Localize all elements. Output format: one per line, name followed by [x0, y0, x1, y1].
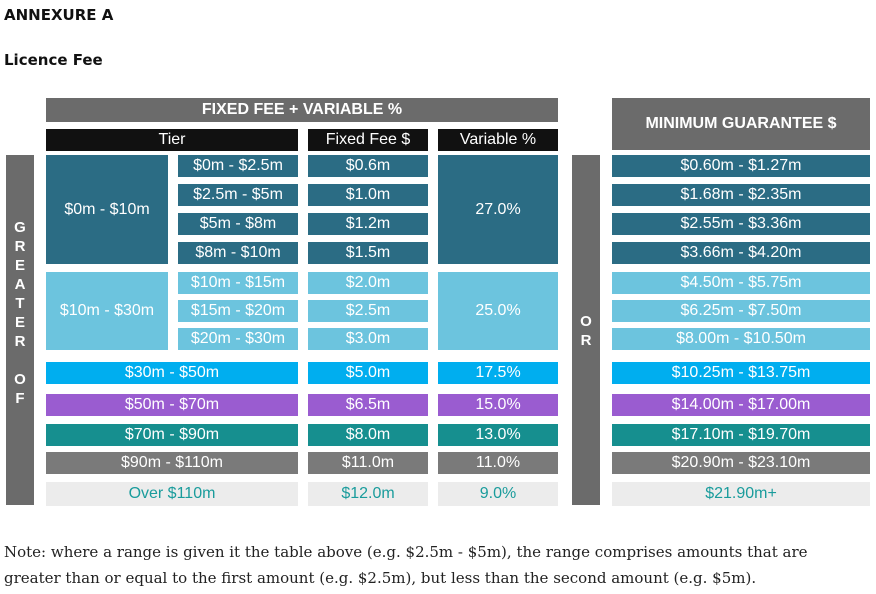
fixed-fee-cell: $8.0m: [308, 424, 428, 446]
guarantee-cell: $10.25m - $13.75m: [612, 362, 870, 384]
fixed-fee-cell: $1.2m: [308, 213, 428, 235]
minimum-guarantee-header: MINIMUM GUARANTEE $: [612, 98, 870, 150]
vertical-letter: T: [15, 295, 25, 312]
guarantee-cell: $3.66m - $4.20m: [612, 242, 870, 264]
guarantee-cell: $20.90m - $23.10m: [612, 452, 870, 474]
page-heading: ANNEXURE A: [4, 6, 114, 24]
column-header-fixed-fee: Fixed Fee $: [308, 129, 428, 151]
note-line-1: Note: where a range is given it the tabl…: [4, 543, 808, 561]
variable-group1: 27.0%: [438, 155, 558, 264]
guarantee-cell: $2.55m - $3.36m: [612, 213, 870, 235]
fixed-fee-cell: $3.0m: [308, 328, 428, 350]
fixed-fee-cell: $1.0m: [308, 184, 428, 206]
column-header-variable: Variable %: [438, 129, 558, 151]
page-subheading: Licence Fee: [4, 51, 103, 69]
vertical-letter: O: [14, 371, 26, 388]
guarantee-cell: $21.90m+: [612, 482, 870, 506]
vertical-letter: [6, 351, 34, 370]
vertical-letter: E: [14, 314, 25, 331]
tier-cell: $70m - $90m: [46, 424, 298, 446]
vertical-letter: R: [14, 238, 26, 255]
tier-range-0-10: $0m - $10m: [46, 155, 168, 264]
variable-cell: 17.5%: [438, 362, 558, 384]
fixed-fee-cell: $0.6m: [308, 155, 428, 177]
vertical-letter: G: [14, 219, 26, 236]
fixed-fee-cell: $2.0m: [308, 272, 428, 294]
sub-tier: $8m - $10m: [178, 242, 298, 264]
variable-cell: 9.0%: [438, 482, 558, 506]
vertical-letter: O: [580, 313, 592, 330]
tier-cell: $50m - $70m: [46, 394, 298, 416]
sub-tier: $5m - $8m: [178, 213, 298, 235]
sub-tier: $2.5m - $5m: [178, 184, 298, 206]
vertical-letter: R: [580, 332, 592, 349]
sub-tier: $20m - $30m: [178, 328, 298, 350]
tier-cell: $30m - $50m: [46, 362, 298, 384]
fixed-fee-cell: $11.0m: [308, 452, 428, 474]
vertical-letter: F: [15, 390, 25, 407]
guarantee-cell: $8.00m - $10.50m: [612, 328, 870, 350]
guarantee-cell: $0.60m - $1.27m: [612, 155, 870, 177]
sub-tier: $15m - $20m: [178, 300, 298, 322]
or-bar: [572, 155, 600, 505]
fixed-fee-cell: $1.5m: [308, 242, 428, 264]
column-header-tier: Tier: [46, 129, 298, 151]
variable-cell: 15.0%: [438, 394, 558, 416]
fixed-variable-header: FIXED FEE + VARIABLE %: [46, 98, 558, 122]
variable-group2: 25.0%: [438, 272, 558, 350]
fixed-fee-cell: $5.0m: [308, 362, 428, 384]
greater-of-bar: [6, 155, 34, 505]
guarantee-cell: $6.25m - $7.50m: [612, 300, 870, 322]
guarantee-cell: $1.68m - $2.35m: [612, 184, 870, 206]
sub-tier: $10m - $15m: [178, 272, 298, 294]
fixed-fee-cell: $6.5m: [308, 394, 428, 416]
tier-range-10-30: $10m - $30m: [46, 272, 168, 350]
sub-tier: $0m - $2.5m: [178, 155, 298, 177]
fixed-fee-cell: $2.5m: [308, 300, 428, 322]
guarantee-cell: $4.50m - $5.75m: [612, 272, 870, 294]
guarantee-cell: $17.10m - $19.70m: [612, 424, 870, 446]
note-line-2: greater than or equal to the first amoun…: [4, 569, 757, 587]
variable-cell: 13.0%: [438, 424, 558, 446]
tier-cell: $90m - $110m: [46, 452, 298, 474]
variable-cell: 11.0%: [438, 452, 558, 474]
vertical-letter: R: [14, 333, 26, 350]
tier-cell: Over $110m: [46, 482, 298, 506]
vertical-letter: A: [14, 276, 26, 293]
vertical-letter: E: [14, 257, 25, 274]
fixed-fee-cell: $12.0m: [308, 482, 428, 506]
guarantee-cell: $14.00m - $17.00m: [612, 394, 870, 416]
